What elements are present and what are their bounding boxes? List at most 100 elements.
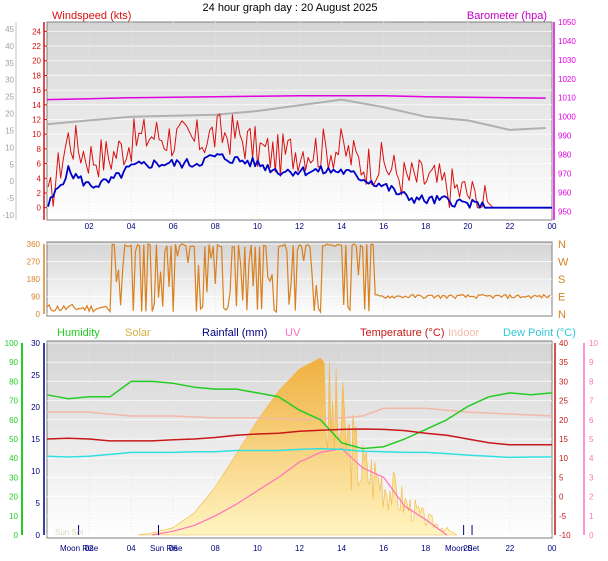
rainfall-tick: 10 <box>31 467 40 476</box>
weather-x-tick: 08 <box>211 544 220 553</box>
barometer-tick: 1050 <box>558 18 576 27</box>
humidity-tick: 10 <box>9 512 18 521</box>
wind-outer-tick: 10 <box>5 143 14 152</box>
wind-x-tick: 18 <box>421 222 430 231</box>
wind-outer-tick: 0 <box>10 177 15 186</box>
wind-outer-tick: 25 <box>5 93 14 102</box>
winddir-right-tick: E <box>558 292 565 304</box>
barometer-tick: 990 <box>558 132 572 141</box>
wind-outer-tick: 35 <box>5 59 14 68</box>
temperature-tick: 30 <box>559 377 568 386</box>
weather-x-tick: 10 <box>253 544 262 553</box>
uv-tick: 7 <box>589 397 594 406</box>
uv-tick: 4 <box>589 454 594 463</box>
wind-outer-tick: -5 <box>7 194 15 203</box>
barometer-label: Barometer (hpa) <box>467 10 547 22</box>
rainfall-tick: 15 <box>31 435 40 444</box>
moon-set-label: Moon Set <box>445 544 480 553</box>
temperature-tick: -5 <box>559 512 567 521</box>
rainfall-tick: 5 <box>36 499 41 508</box>
winddir-right-tick: W <box>558 257 569 269</box>
uv-tick: 6 <box>589 416 594 425</box>
barometer-tick: 1010 <box>558 94 576 103</box>
legend-indoor: Indoor <box>448 327 480 339</box>
temperature-line <box>46 428 552 446</box>
wind-outer-tick: 15 <box>5 126 14 135</box>
gust-line <box>47 113 552 209</box>
sun-rise-label: Sun Rise <box>150 544 183 553</box>
temperature-tick: 20 <box>559 416 568 425</box>
uv-tick: 0 <box>589 531 594 540</box>
winddir-left-tick: 90 <box>31 293 40 302</box>
barometer-tick: 980 <box>558 151 572 160</box>
humidity-tick: 100 <box>5 339 19 348</box>
wind-left-tick: 20 <box>32 57 41 66</box>
wind-outer-tick: 40 <box>5 42 14 51</box>
barometer-line <box>46 95 546 101</box>
temperature-tick: 35 <box>559 358 568 367</box>
wind-x-tick: 14 <box>337 222 346 231</box>
humidity-tick: 40 <box>9 454 18 463</box>
weather-x-tick: 00 <box>548 544 557 553</box>
weather-x-tick: 20 <box>463 544 472 553</box>
wind-left-tick: 16 <box>32 86 41 95</box>
barometer-tick: 960 <box>558 188 572 197</box>
wind-left-tick: 2 <box>37 189 42 198</box>
barometer-tick: 950 <box>558 207 572 216</box>
weather-x-tick: 02 <box>85 544 94 553</box>
wind-x-tick: 16 <box>379 222 388 231</box>
weather-x-tick: 12 <box>295 544 304 553</box>
humidity-tick: 20 <box>9 493 18 502</box>
weather-legend: Humidity Solar Rainfall (mm) UV Temperat… <box>57 327 576 339</box>
wind-x-tick: 02 <box>85 222 94 231</box>
winddir-right-tick: S <box>558 274 565 286</box>
legend-solar: Solar <box>125 327 151 339</box>
wind-left-tick: 24 <box>32 27 41 36</box>
uv-tick: 8 <box>589 377 594 386</box>
humidity-tick: 60 <box>9 416 18 425</box>
wind-outer-tick: 5 <box>10 160 15 169</box>
rainfall-tick: 30 <box>31 339 40 348</box>
wind-x-tick: 00 <box>548 222 557 231</box>
weather-x-tick: 22 <box>505 544 514 553</box>
uv-tick: 5 <box>589 435 594 444</box>
humidity-tick: 30 <box>9 473 18 482</box>
temperature-tick: -10 <box>559 531 571 540</box>
legend-temperature: Temperature (°C) <box>360 327 444 339</box>
moon-rise-label: Moon Rise <box>60 544 99 553</box>
uv-tick: 10 <box>589 339 598 348</box>
weather-axes: 0102030405060708090100051015202530-10-50… <box>5 339 599 553</box>
temperature-tick: 40 <box>559 339 568 348</box>
wind-left-tick: 22 <box>32 42 41 51</box>
windspeed-label: Windspeed (kts) <box>52 10 131 22</box>
temperature-tick: 15 <box>559 435 568 444</box>
uv-tick: 2 <box>589 493 594 502</box>
winddir-left-tick: 0 <box>36 310 41 319</box>
winddir-right-tick: N <box>558 239 566 251</box>
barometer-tick: 1000 <box>558 113 576 122</box>
winddir-grid <box>47 243 552 315</box>
wind-outer-tick: 20 <box>5 110 14 119</box>
barometer-previous-line <box>46 98 546 131</box>
barometer-tick: 1030 <box>558 56 576 65</box>
barometer-tick: 1040 <box>558 37 576 46</box>
wind-x-tick: 10 <box>253 222 262 231</box>
humidity-tick: 50 <box>9 435 18 444</box>
weather-series <box>46 358 553 536</box>
humidity-line <box>46 380 553 450</box>
uv-tick: 9 <box>589 358 594 367</box>
legend-humidity: Humidity <box>57 327 100 339</box>
weather-x-tick: 06 <box>169 544 178 553</box>
wind-x-tick: 22 <box>505 222 514 231</box>
wind-axes: 024681012141618202224-10-505101520253035… <box>2 18 576 231</box>
chart-title: 24 hour graph day : 20 August 2025 <box>203 2 378 14</box>
uv-tick: 1 <box>589 512 594 521</box>
wind-left-tick: 0 <box>37 204 42 213</box>
sun-set-label: Sun Set <box>55 528 84 537</box>
wind-x-tick: 04 <box>127 222 136 231</box>
humidity-tick: 70 <box>9 397 18 406</box>
barometer-tick: 1020 <box>558 75 576 84</box>
wind-left-tick: 14 <box>32 101 41 110</box>
